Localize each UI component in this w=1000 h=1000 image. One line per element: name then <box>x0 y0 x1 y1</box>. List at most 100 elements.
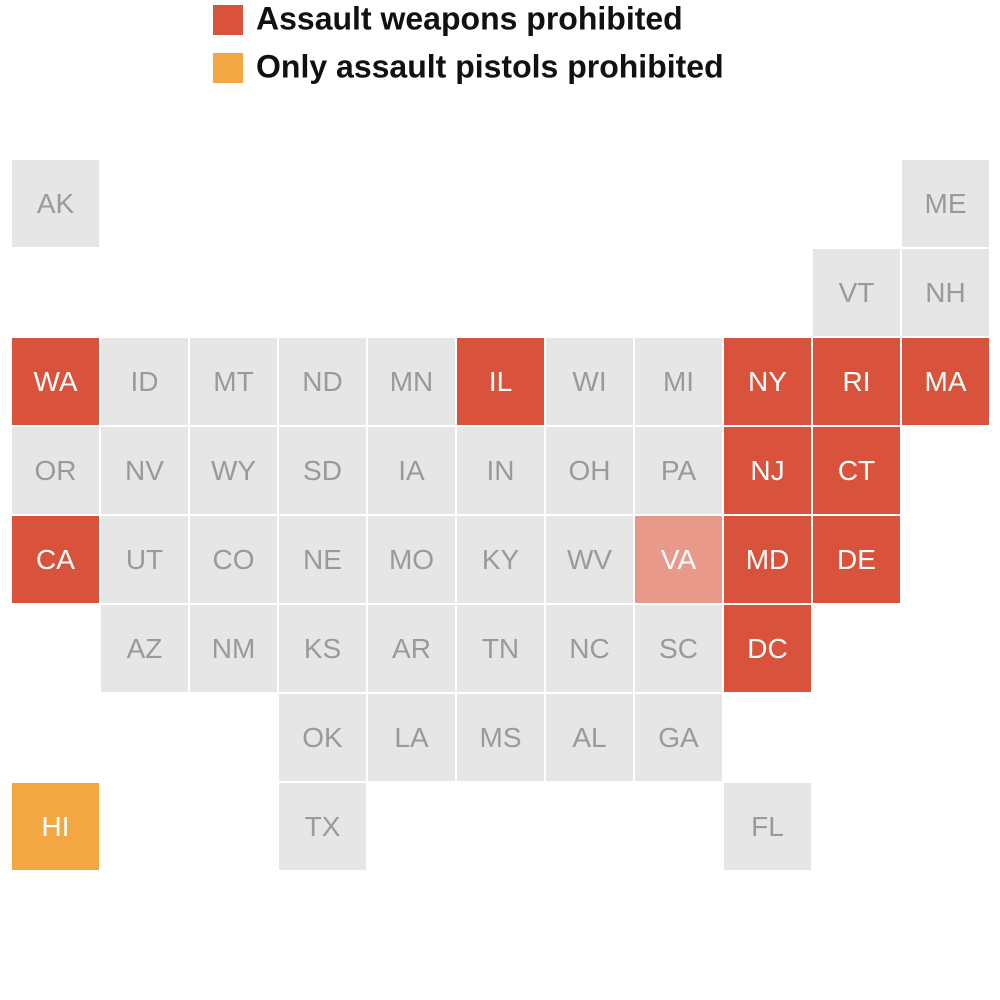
state-tile <box>724 516 811 603</box>
state-label: IA <box>398 455 425 486</box>
state-tile <box>813 338 900 425</box>
state-tile <box>12 160 99 247</box>
state-tile <box>635 427 722 514</box>
state-tile <box>190 338 277 425</box>
state-label: TX <box>305 811 341 842</box>
state-label: KS <box>304 633 341 664</box>
state-tile <box>635 338 722 425</box>
state-tile <box>12 783 99 870</box>
state-label: OH <box>569 455 611 486</box>
state-label: NV <box>125 455 164 486</box>
state-label: MT <box>213 366 253 397</box>
state-tile <box>546 605 633 692</box>
state-label: DC <box>747 633 787 664</box>
state-tile <box>635 605 722 692</box>
state-tile <box>279 783 366 870</box>
state-tile <box>724 427 811 514</box>
state-tile <box>368 605 455 692</box>
state-tile <box>457 427 544 514</box>
state-tile <box>457 605 544 692</box>
state-label: WV <box>567 544 612 575</box>
state-label: HI <box>42 811 70 842</box>
state-tile <box>279 427 366 514</box>
state-tile <box>12 338 99 425</box>
state-tile <box>190 516 277 603</box>
state-label: VT <box>839 277 875 308</box>
state-tile <box>546 427 633 514</box>
state-tile <box>813 516 900 603</box>
state-label: AZ <box>127 633 163 664</box>
state-label: OR <box>35 455 77 486</box>
state-tile <box>902 338 989 425</box>
legend-label: Assault weapons prohibited <box>256 0 683 36</box>
state-tile <box>813 427 900 514</box>
state-label: ME <box>925 188 967 219</box>
state-tile <box>190 427 277 514</box>
state-label: RI <box>843 366 871 397</box>
state-label: SD <box>303 455 342 486</box>
legend-swatch <box>213 53 243 83</box>
state-tile <box>546 694 633 781</box>
state-tile <box>12 516 99 603</box>
state-label: OK <box>302 722 343 753</box>
state-tile <box>368 338 455 425</box>
state-label: MS <box>480 722 522 753</box>
state-tile <box>457 338 544 425</box>
state-label: MN <box>390 366 434 397</box>
state-tile <box>368 427 455 514</box>
state-tile <box>368 516 455 603</box>
state-label: CO <box>213 544 255 575</box>
state-tile <box>101 605 188 692</box>
state-label: MI <box>663 366 694 397</box>
state-label: NY <box>748 366 787 397</box>
state-label: IN <box>487 455 515 486</box>
state-label: CT <box>838 455 875 486</box>
state-label: AK <box>37 188 75 219</box>
state-label: LA <box>394 722 429 753</box>
state-label: NJ <box>750 455 784 486</box>
state-label: IL <box>489 366 512 397</box>
state-label: AL <box>572 722 606 753</box>
state-tile <box>457 516 544 603</box>
legend-label: Only assault pistols prohibited <box>256 48 724 84</box>
state-label: AR <box>392 633 431 664</box>
state-tile <box>546 516 633 603</box>
state-label: CA <box>36 544 75 575</box>
state-label: MA <box>925 366 967 397</box>
state-tile <box>279 338 366 425</box>
state-label: KY <box>482 544 520 575</box>
state-tile <box>368 694 455 781</box>
state-label: GA <box>658 722 699 753</box>
state-label: WI <box>572 366 606 397</box>
state-label: MO <box>389 544 434 575</box>
state-label: NE <box>303 544 342 575</box>
state-label: MD <box>746 544 790 575</box>
state-tile <box>902 249 989 336</box>
state-label: PA <box>661 455 697 486</box>
state-tile <box>902 160 989 247</box>
state-tile <box>457 694 544 781</box>
state-tile <box>635 516 722 603</box>
state-label: ND <box>302 366 342 397</box>
state-tile <box>101 427 188 514</box>
state-label: TN <box>482 633 519 664</box>
state-tile <box>724 338 811 425</box>
state-tile <box>724 605 811 692</box>
state-tile <box>813 249 900 336</box>
state-tile <box>724 783 811 870</box>
state-tile <box>101 516 188 603</box>
state-tile <box>190 605 277 692</box>
state-label: NM <box>212 633 256 664</box>
state-label: UT <box>126 544 163 575</box>
state-label: NH <box>925 277 965 308</box>
state-label: WY <box>211 455 256 486</box>
state-label: DE <box>837 544 876 575</box>
state-label: WA <box>33 366 77 397</box>
state-tile <box>279 694 366 781</box>
state-tile <box>635 694 722 781</box>
state-label: ID <box>131 366 159 397</box>
state-tile <box>546 338 633 425</box>
state-label: NC <box>569 633 609 664</box>
state-label: FL <box>751 811 784 842</box>
